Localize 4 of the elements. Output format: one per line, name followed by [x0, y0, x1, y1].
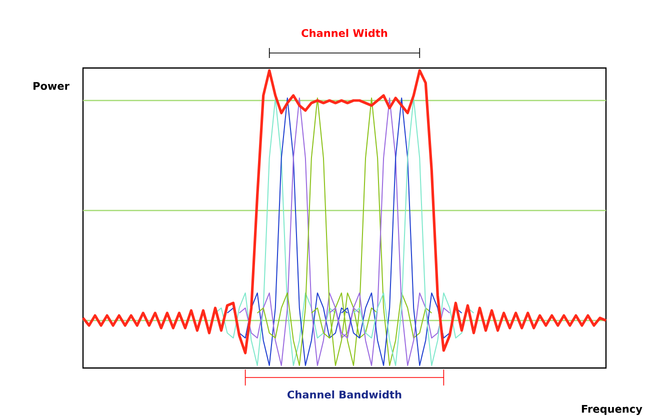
text: Channel Bandwidth [288, 390, 402, 399]
x-axis-title: Frequency [582, 405, 642, 415]
y-axis-title: Power [34, 82, 70, 90]
text: Channel Width [302, 28, 388, 38]
